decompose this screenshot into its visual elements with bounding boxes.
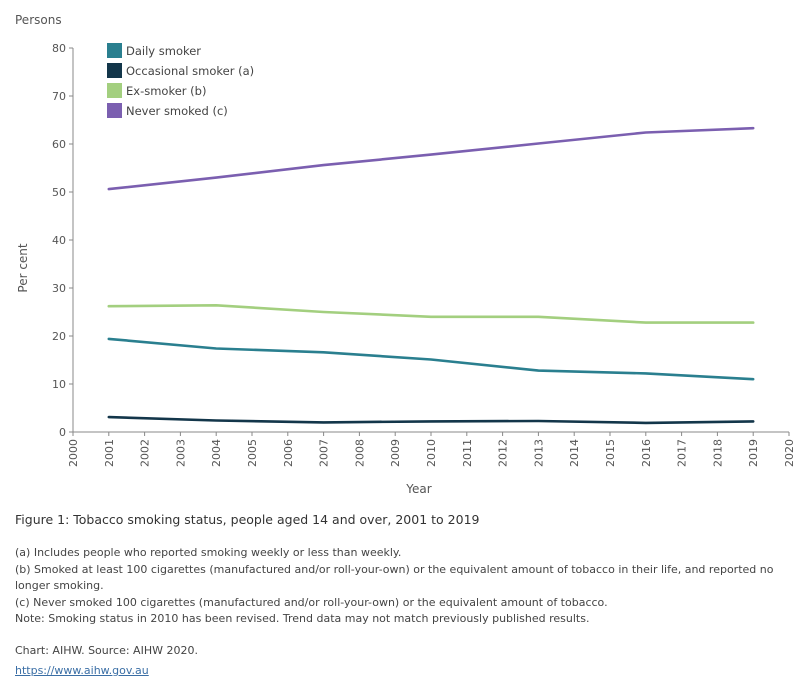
x-tick-label: 2001 [103,439,116,467]
y-tick-label: 80 [52,42,66,55]
source-text: Chart: AIHW. Source: AIHW 2020. [15,643,198,657]
legend-label: Ex-smoker (b) [126,84,206,98]
x-axis: 2000 2001 2002 2003 2004 2005 2006 2007 2008 2009… [67,431,796,467]
legend-label: Never smoked (c) [126,104,228,118]
x-tick-label: 2010 [425,439,438,467]
x-tick-label: 2016 [640,439,653,467]
series-line-3 [107,126,755,191]
x-tick-label: 2014 [568,439,581,467]
x-tick-label: 2017 [676,439,689,467]
x-tick-label: 2013 [532,439,545,467]
legend: Daily smoker Occasional smoker (a) Ex-smok… [107,43,254,118]
y-tick-label: 30 [52,282,66,295]
footnote-a: (a) Includes people who reported smoking… [15,546,402,559]
x-axis-title: Year [405,482,431,496]
legend-swatch [107,63,122,78]
figure-title: Figure 1: Tobacco smoking status, people… [15,512,480,527]
y-tick-label: 40 [52,234,66,247]
footnote-c: (c) Never smoked 100 cigarettes (manufac… [15,595,608,609]
x-tick-label: 2005 [246,439,259,467]
y-tick-label: 50 [52,186,66,199]
x-tick-label: 2004 [210,439,223,467]
x-tick-label: 2002 [139,439,152,467]
x-tick-label: 2015 [604,439,617,467]
aihw-link[interactable]: https://www.aihw.gov.au [15,664,149,677]
legend-swatch [107,103,122,118]
x-tick-label: 2012 [497,439,510,467]
x-tick-label: 2019 [747,439,760,467]
x-tick-label: 2018 [711,439,724,467]
series-line-1 [107,415,755,425]
series-line-2 [107,303,755,324]
x-tick-label: 2006 [282,439,295,467]
x-tick-label: 2009 [389,439,402,467]
legend-label: Occasional smoker (a) [126,64,254,78]
caption: Figure 1: Tobacco smoking status, people… [15,512,785,680]
y-tick-label: 0 [59,426,66,439]
series-line-0 [107,337,755,381]
y-axis: 0 10 20 30 40 50 60 70 80 [52,42,74,439]
panel-label: Persons [15,13,62,27]
y-tick-label: 60 [52,138,66,151]
y-tick-label: 70 [52,90,66,103]
y-tick-label: 10 [52,378,66,391]
y-axis-title: Per cent [16,243,30,293]
x-tick-label: 2020 [783,439,796,467]
x-tick-label: 2003 [174,439,187,467]
footnote-b: (b) Smoked at least 100 cigarettes (manu… [15,562,774,593]
x-tick-label: 2000 [67,439,80,467]
series-lines [107,126,755,425]
x-tick-label: 2011 [461,439,474,467]
legend-label: Daily smoker [126,44,201,58]
x-tick-label: 2008 [353,439,366,467]
legend-swatch [107,43,122,58]
legend-swatch [107,83,122,98]
y-tick-label: 20 [52,330,66,343]
revision-note: Note: Smoking status in 2010 has been re… [15,612,590,625]
x-tick-label: 2007 [318,439,331,467]
